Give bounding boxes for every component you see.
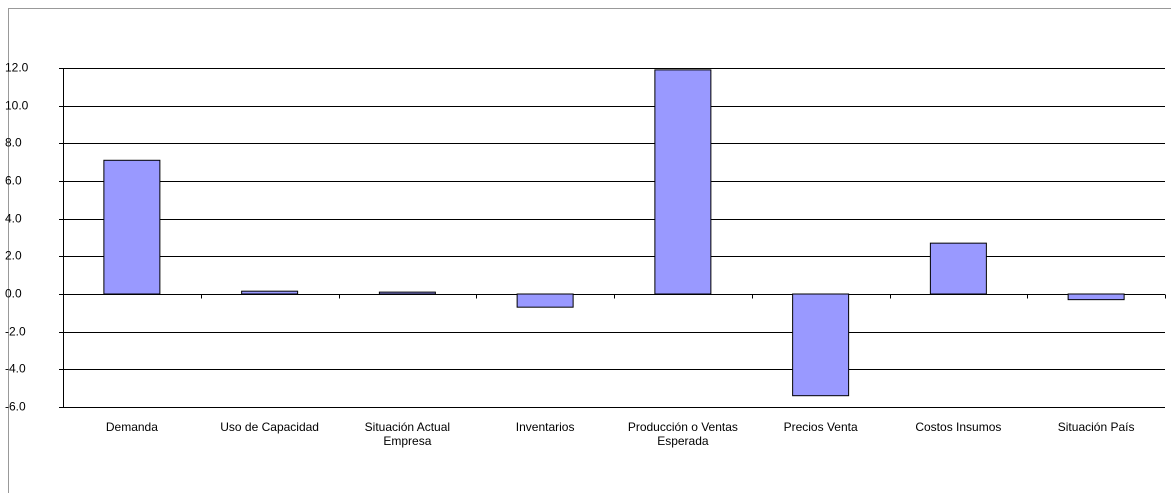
y-tick-label: 12.0 bbox=[5, 61, 29, 75]
x-tick-label: Producción o Ventas Esperada bbox=[627, 420, 738, 448]
bar bbox=[378, 291, 436, 295]
bar bbox=[103, 159, 161, 295]
bar bbox=[654, 69, 712, 295]
bar bbox=[241, 290, 299, 295]
x-tick-label: Uso de Capacidad bbox=[220, 420, 319, 434]
y-tick-label: 2.0 bbox=[5, 249, 22, 263]
bar bbox=[1067, 293, 1125, 301]
bar bbox=[929, 242, 987, 295]
y-tick-label: -2.0 bbox=[5, 325, 26, 339]
y-tick-label: 4.0 bbox=[5, 212, 22, 226]
y-tick-label: 6.0 bbox=[5, 174, 22, 188]
y-tick-label: -4.0 bbox=[5, 362, 26, 376]
x-tick-label: Demanda bbox=[105, 420, 158, 434]
y-tick-label: 0.0 bbox=[5, 287, 22, 301]
x-tick-label: Precios Venta bbox=[783, 420, 858, 434]
y-tick-label: 8.0 bbox=[5, 136, 22, 150]
chart-frame bbox=[8, 8, 1171, 493]
y-tick-label: -6.0 bbox=[5, 400, 26, 414]
x-tick-label: Situación Actual Empresa bbox=[364, 420, 451, 448]
x-tick-label: Inventarios bbox=[515, 420, 575, 434]
x-tick-label: Situación País bbox=[1057, 420, 1135, 434]
y-tick-label: 10.0 bbox=[5, 99, 29, 113]
bar bbox=[792, 293, 850, 397]
bar bbox=[516, 293, 574, 308]
x-tick-label: Costos Insumos bbox=[915, 420, 1002, 434]
